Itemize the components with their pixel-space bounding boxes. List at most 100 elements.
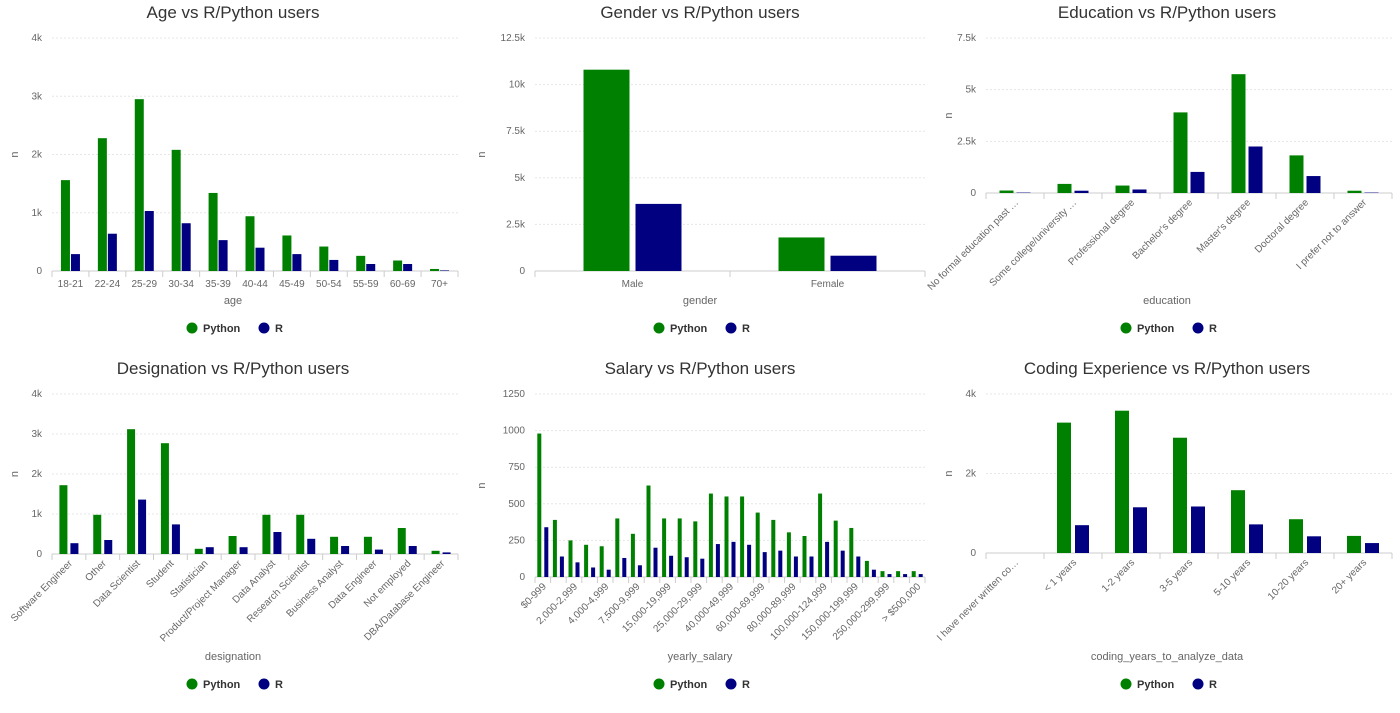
legend-item-r[interactable]: R [258,322,284,336]
bar-python [615,518,620,577]
bar-r [440,270,450,271]
y-tick-label: 2k [31,150,43,161]
x-tick-label: $0-999 [519,581,549,611]
bar-python [1173,437,1187,553]
x-tick-label: Bachelor's degree [1131,197,1196,262]
y-tick-label: 10k [509,80,526,91]
bar-r [218,240,228,271]
chart-title: Age vs R/Python users [147,3,320,22]
bar-r [700,558,705,577]
x-tick-label: Software Engineer [9,558,75,624]
x-tick-label: Female [811,279,845,290]
bar-python [397,528,406,554]
legend-item-python[interactable]: Python [1120,322,1175,336]
legend-item-r[interactable]: R [725,322,751,336]
legend-item-r[interactable]: R [258,678,284,692]
bar-r [793,556,798,577]
y-tick-label: 5k [965,85,977,96]
chart-title: Designation vs R/Python users [117,359,349,378]
chart-title: Education vs R/Python users [1058,3,1276,22]
x-tick-label: Master's degree [1195,197,1254,256]
bar-python [568,540,573,577]
x-tick-label: 22-24 [95,279,121,290]
legend-label: R [275,323,283,335]
bar-r [1190,171,1205,193]
y-tick-label: 1k [31,208,43,219]
bar-r [1249,524,1263,553]
y-tick-label: 1000 [503,426,526,437]
bar-python [356,255,366,271]
y-tick-label: 0 [36,549,42,560]
bar-python [1289,155,1304,193]
bar-r [341,546,350,554]
bar-python [786,532,791,577]
legend-marker [186,322,198,334]
bar-r [205,547,214,554]
bar-python [1057,422,1071,553]
x-tick-label: 150,000-199,999 [800,581,862,643]
bar-r [559,556,564,577]
chart-panel-coding-experience: Coding Experience vs R/Python users 0 2k 4k… [934,356,1400,712]
chart-panel-education: Education vs R/Python users 0 2.5k 5k 7.5k n N… [926,0,1400,356]
bar-python [393,260,403,271]
bar-r [1191,506,1205,553]
x-tick-label: 50-54 [316,279,342,290]
bar-r [715,544,720,577]
bar-python [1231,74,1246,193]
bar-r [144,211,154,271]
legend-item-r[interactable]: R [1192,678,1218,692]
x-tick-label: 60-69 [390,279,416,290]
bar-r [104,540,113,554]
y-tick-label: 0 [970,548,976,559]
bar-r [1133,507,1147,553]
x-tick-label: 45-49 [279,279,305,290]
y-tick-label: 2.5k [506,219,526,230]
y-tick-label: 0 [519,572,525,583]
legend-item-r[interactable]: R [1192,322,1218,336]
bar-python [1115,185,1130,193]
legend-label: R [1209,679,1217,691]
legend-marker [186,678,198,690]
bar-r [1074,190,1089,193]
x-tick-label: Other [83,558,109,584]
bar-r [292,254,302,271]
bar-r [762,552,767,577]
legend-marker [258,678,270,690]
legend-item-python[interactable]: Python [653,678,708,692]
x-axis-label: coding_years_to_analyze_data [1091,651,1244,663]
bar-python [708,493,713,577]
bar-r [171,524,180,554]
legend-marker [1120,322,1132,334]
bar-r [684,557,689,577]
x-tick-label: Professional degree [1066,197,1137,268]
bar-r [403,264,413,271]
bar-python [1289,519,1303,553]
bar-python [662,518,667,577]
y-axis-label: n [476,151,488,157]
legend-label: Python [203,679,241,691]
bar-python [646,485,651,577]
legend-item-python[interactable]: Python [653,322,708,336]
bar-python [1057,183,1072,193]
bar-python [880,571,885,577]
bar-r [635,203,682,271]
bar-python [93,514,102,554]
legend-item-python[interactable]: Python [186,678,241,692]
x-tick-label: 70+ [431,279,448,290]
bar-python [552,519,557,577]
bar-r [138,499,147,554]
y-axis-label: n [476,482,488,488]
bar-python [282,235,292,271]
bar-python [208,192,218,271]
legend-item-r[interactable]: R [725,678,751,692]
legend-label: Python [1137,679,1175,691]
bar-python [97,138,107,271]
bar-python [693,521,698,577]
bar-r [329,259,339,271]
x-tick-label: 20+ years [1330,557,1369,596]
legend-item-python[interactable]: Python [1120,678,1175,692]
bar-r [637,565,642,577]
bar-python [1173,112,1188,193]
legend-label: Python [670,679,708,691]
legend-item-python[interactable]: Python [186,322,241,336]
